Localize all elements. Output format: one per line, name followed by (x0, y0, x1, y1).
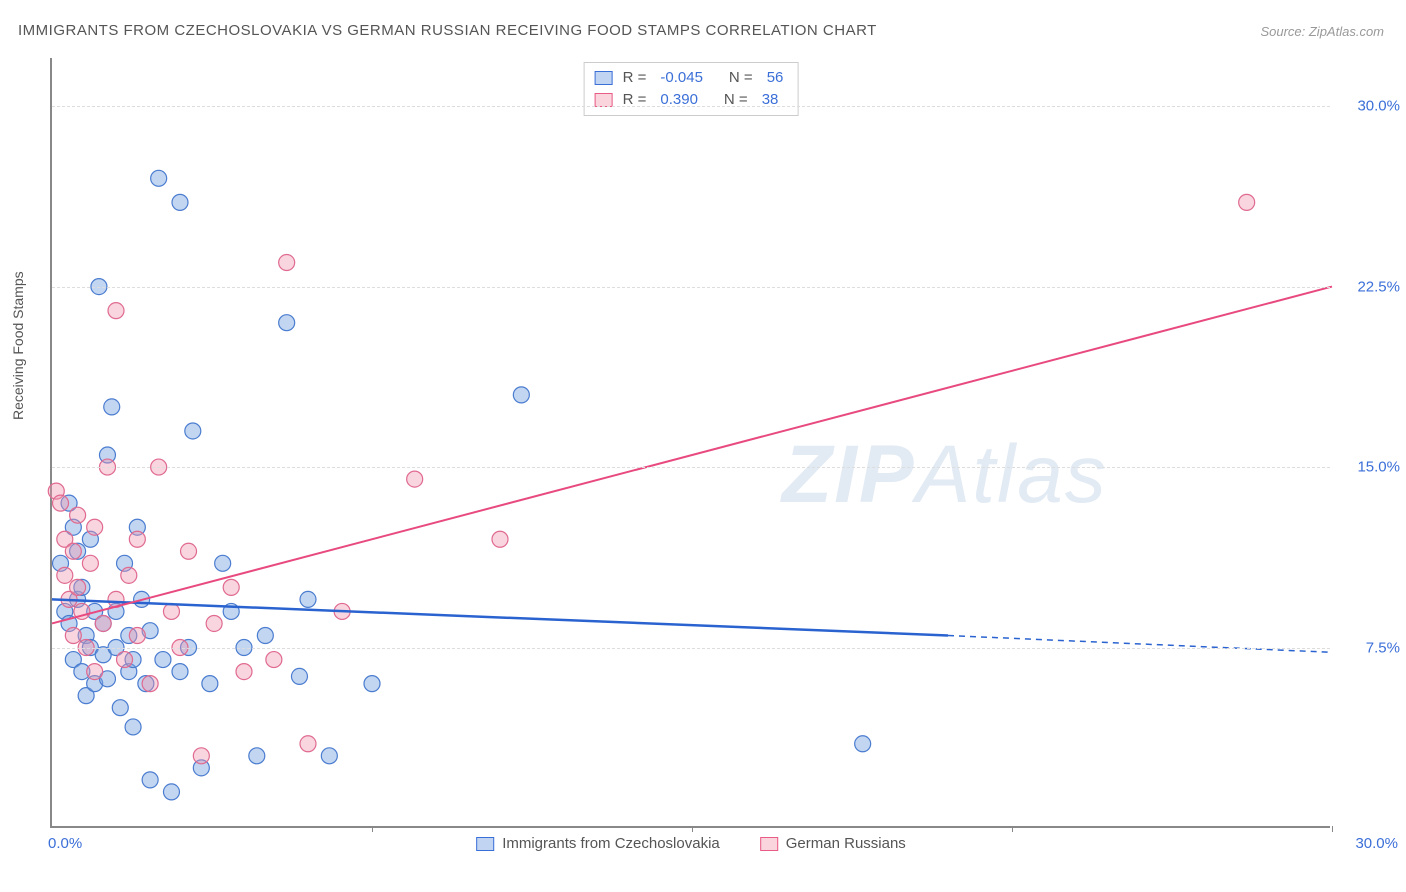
data-point-blue (172, 664, 188, 680)
chart-title: IMMIGRANTS FROM CZECHOSLOVAKIA VS GERMAN… (18, 22, 877, 39)
plot-area: R = -0.045 N = 56 R = 0.390 N = 38 ZIPAt… (50, 58, 1330, 828)
gridline (52, 287, 1330, 288)
source-attribution: Source: ZipAtlas.com (1260, 24, 1384, 39)
data-point-pink (82, 555, 98, 571)
swatch-pink (760, 837, 778, 851)
series-legend: Immigrants from Czechoslovakia German Ru… (476, 835, 906, 852)
data-point-pink (193, 748, 209, 764)
trend-line-pink (52, 287, 1332, 624)
data-point-blue (142, 772, 158, 788)
data-point-pink (492, 531, 508, 547)
data-point-blue (202, 676, 218, 692)
data-point-pink (300, 736, 316, 752)
data-point-pink (65, 543, 81, 559)
data-point-pink (407, 471, 423, 487)
y-tick-label: 22.5% (1340, 278, 1400, 295)
data-point-blue (364, 676, 380, 692)
legend-item-blue: Immigrants from Czechoslovakia (476, 835, 720, 852)
gridline (52, 106, 1330, 107)
data-point-pink (53, 495, 69, 511)
scatter-svg (52, 58, 1330, 826)
data-point-pink (236, 664, 252, 680)
data-point-pink (129, 628, 145, 644)
data-point-pink (142, 676, 158, 692)
data-point-blue (172, 194, 188, 210)
legend-label-pink: German Russians (786, 835, 906, 852)
data-point-blue (185, 423, 201, 439)
data-point-blue (300, 591, 316, 607)
data-point-pink (87, 519, 103, 535)
swatch-blue (476, 837, 494, 851)
legend-item-pink: German Russians (760, 835, 906, 852)
data-point-blue (321, 748, 337, 764)
y-tick-label: 15.0% (1340, 459, 1400, 476)
data-point-blue (257, 628, 273, 644)
data-point-blue (215, 555, 231, 571)
data-point-pink (129, 531, 145, 547)
legend-label-blue: Immigrants from Czechoslovakia (502, 835, 720, 852)
data-point-pink (279, 255, 295, 271)
data-point-pink (223, 579, 239, 595)
data-point-pink (117, 652, 133, 668)
data-point-pink (1239, 194, 1255, 210)
trend-line-blue-extrapolated (948, 636, 1332, 653)
data-point-blue (291, 668, 307, 684)
data-point-blue (249, 748, 265, 764)
data-point-blue (855, 736, 871, 752)
data-point-pink (181, 543, 197, 559)
data-point-pink (163, 603, 179, 619)
data-point-pink (70, 507, 86, 523)
data-point-pink (70, 579, 86, 595)
x-tick-mark (1332, 826, 1333, 832)
data-point-blue (163, 784, 179, 800)
y-tick-label: 30.0% (1340, 98, 1400, 115)
y-tick-label: 7.5% (1340, 639, 1400, 656)
data-point-pink (206, 615, 222, 631)
data-point-pink (121, 567, 137, 583)
data-point-blue (279, 315, 295, 331)
gridline (52, 648, 1330, 649)
data-point-blue (155, 652, 171, 668)
data-point-blue (151, 170, 167, 186)
y-axis-label: Receiving Food Stamps (10, 271, 26, 420)
x-tick-mark (372, 826, 373, 832)
x-tick-min: 0.0% (48, 835, 82, 852)
data-point-pink (57, 567, 73, 583)
data-point-pink (95, 615, 111, 631)
gridline (52, 467, 1330, 468)
data-point-pink (266, 652, 282, 668)
x-tick-max: 30.0% (1355, 835, 1398, 852)
trend-line-blue (52, 599, 948, 635)
x-tick-mark (1012, 826, 1013, 832)
data-point-pink (87, 664, 103, 680)
data-point-blue (513, 387, 529, 403)
data-point-pink (65, 628, 81, 644)
data-point-blue (125, 719, 141, 735)
data-point-pink (108, 303, 124, 319)
x-tick-mark (692, 826, 693, 832)
data-point-blue (104, 399, 120, 415)
data-point-blue (112, 700, 128, 716)
